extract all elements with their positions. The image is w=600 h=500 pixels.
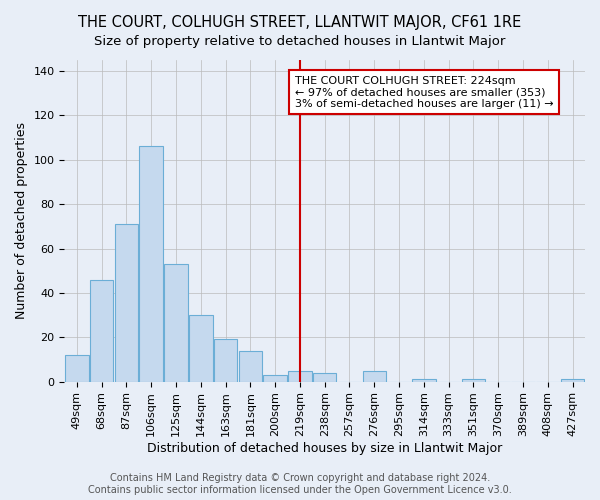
Bar	[313, 372, 337, 382]
Bar	[412, 380, 436, 382]
Text: THE COURT, COLHUGH STREET, LLANTWIT MAJOR, CF61 1RE: THE COURT, COLHUGH STREET, LLANTWIT MAJO…	[79, 15, 521, 30]
Bar	[461, 380, 485, 382]
Text: THE COURT COLHUGH STREET: 224sqm
← 97% of detached houses are smaller (353)
3% o: THE COURT COLHUGH STREET: 224sqm ← 97% o…	[295, 76, 554, 108]
Y-axis label: Number of detached properties: Number of detached properties	[15, 122, 28, 320]
Text: Contains HM Land Registry data © Crown copyright and database right 2024.
Contai: Contains HM Land Registry data © Crown c…	[88, 474, 512, 495]
Text: Size of property relative to detached houses in Llantwit Major: Size of property relative to detached ho…	[94, 35, 506, 48]
Bar	[362, 370, 386, 382]
Bar	[189, 315, 212, 382]
Bar	[288, 370, 311, 382]
Bar	[90, 280, 113, 382]
Bar	[164, 264, 188, 382]
Bar	[214, 340, 238, 382]
Bar	[561, 380, 584, 382]
Bar	[65, 355, 89, 382]
X-axis label: Distribution of detached houses by size in Llantwit Major: Distribution of detached houses by size …	[147, 442, 502, 455]
Bar	[139, 146, 163, 382]
Bar	[263, 375, 287, 382]
Bar	[239, 350, 262, 382]
Bar	[115, 224, 138, 382]
